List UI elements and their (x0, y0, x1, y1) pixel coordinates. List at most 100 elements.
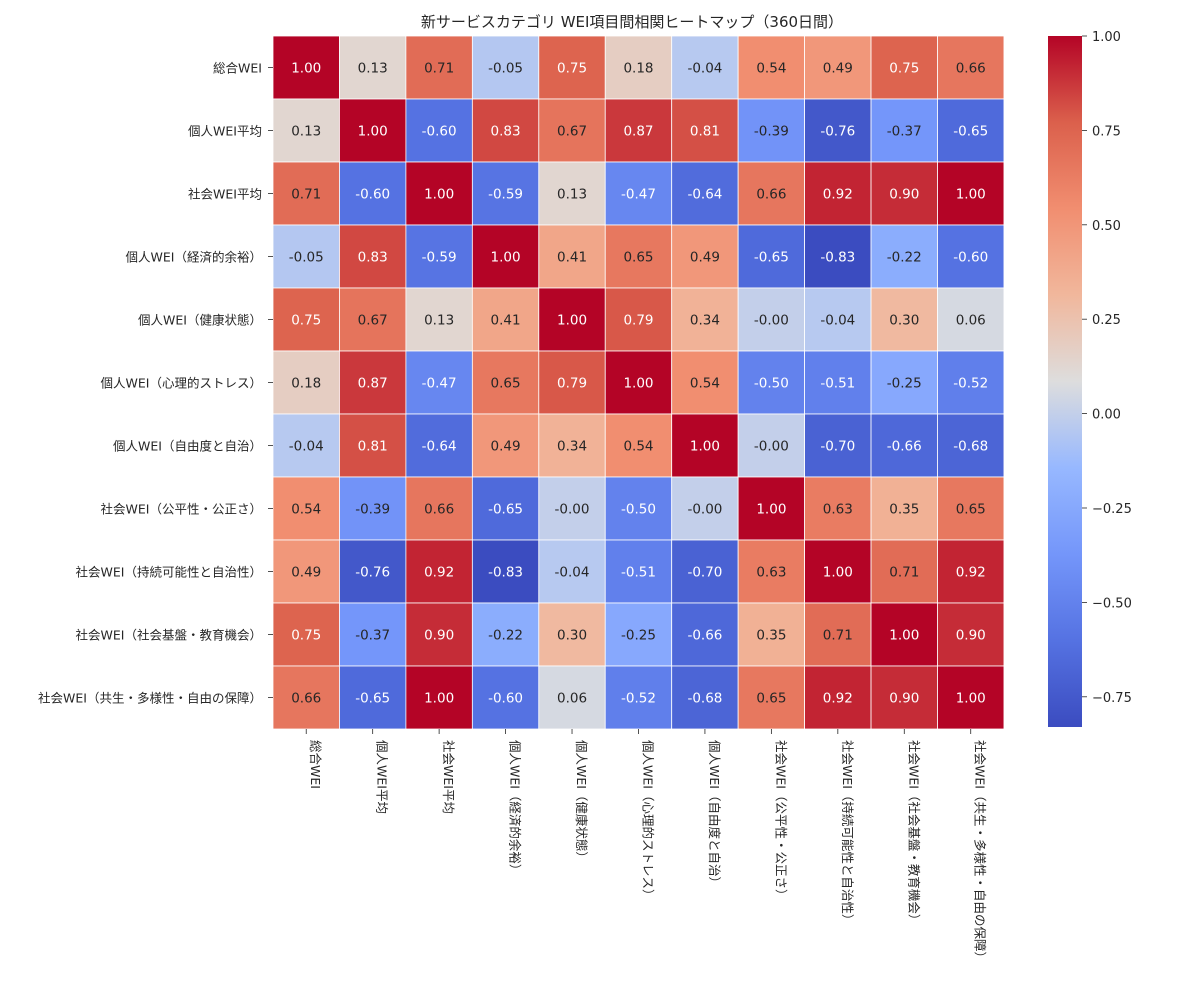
heatmap-cell (671, 98, 739, 163)
heatmap-annotations: 1.00 0.13 0.71 -0.05 0.75 0.18 -0.04 0.54 0.49 0.… (289, 61, 988, 707)
heatmap-cell (272, 287, 340, 352)
cell-value-label: 0.75 (291, 313, 321, 329)
x-tick-label: 個人WEI（心理的ストレス） (640, 740, 655, 901)
colorbar-tick-label: −0.50 (1092, 596, 1132, 611)
cell-value-label: 1.00 (424, 691, 454, 707)
heatmap-cell (604, 287, 673, 352)
y-tick-label: 総合WEI (213, 61, 262, 76)
cell-value-label: 1.00 (491, 250, 521, 266)
heatmap-cell (937, 161, 1005, 226)
colorbar-tick-label: 1.00 (1092, 30, 1121, 45)
cell-value-label: 0.13 (291, 124, 321, 140)
cell-value-label: -0.47 (422, 376, 457, 392)
cell-value-label: 0.13 (424, 313, 454, 329)
cell-value-label: 0.87 (358, 376, 388, 392)
heatmap-cell (737, 98, 806, 163)
heatmap-cell (272, 161, 340, 226)
cell-value-label: 1.00 (956, 691, 986, 707)
y-tick-label: 社会WEI（持続可能性と自治性） (76, 565, 262, 580)
colorbar-tick-label: −0.25 (1092, 502, 1132, 517)
cell-value-label: -0.65 (488, 502, 523, 518)
cell-value-label: -0.64 (687, 187, 722, 203)
cell-value-label: 0.13 (358, 61, 388, 77)
cell-value-label: -0.68 (687, 691, 722, 707)
colorbar-tick-label: 0.25 (1092, 313, 1121, 328)
cell-value-label: 0.06 (956, 313, 986, 329)
heatmap-cell (671, 413, 739, 478)
y-tick-label: 個人WEI（心理的ストレス） (101, 376, 262, 391)
cell-value-label: 0.90 (889, 187, 919, 203)
cell-value-label: -0.66 (887, 439, 922, 455)
cell-value-label: 0.49 (690, 250, 720, 266)
heatmap-cell (870, 413, 938, 478)
cell-value-label: -0.25 (621, 628, 656, 644)
cell-value-label: -0.04 (289, 439, 324, 455)
cell-value-label: -0.37 (355, 628, 390, 644)
cell-value-label: -0.00 (555, 502, 590, 518)
heatmap-cell (538, 476, 606, 541)
cell-value-label: 0.65 (491, 376, 521, 392)
cell-value-label: -0.65 (754, 250, 789, 266)
heatmap-cell (405, 98, 473, 163)
heatmap-cell (471, 539, 540, 604)
y-tick-label: 社会WEI（共生・多様性・自由の保障） (38, 691, 262, 706)
heatmap-cell (272, 35, 340, 100)
heatmap-cell (604, 539, 673, 604)
heatmap-cells (272, 35, 1005, 730)
colorbar-tick-label: 0.75 (1092, 124, 1121, 139)
heatmap-cell (937, 98, 1005, 163)
cell-value-label: 1.00 (424, 187, 454, 203)
heatmap-cell (538, 224, 606, 289)
heatmap-cell (937, 35, 1005, 100)
cell-value-label: 0.81 (690, 124, 720, 140)
heatmap-cell (272, 665, 340, 730)
x-tick-label: 個人WEI（自由度と自治） (707, 740, 722, 889)
colorbar-tick-label: 0.50 (1092, 219, 1121, 234)
cell-value-label: 0.90 (956, 628, 986, 644)
cell-value-label: -0.39 (355, 502, 390, 518)
heatmap-cell (272, 539, 340, 604)
cell-value-label: 0.71 (291, 187, 321, 203)
cell-value-label: 0.63 (823, 502, 853, 518)
heatmap-cell (405, 539, 473, 604)
y-tick-label: 個人WEI（健康状態） (138, 313, 262, 328)
cell-value-label: 0.41 (491, 313, 521, 329)
x-tick-label: 総合WEI (308, 740, 323, 789)
y-tick-label: 社会WEI平均 (188, 187, 262, 202)
cell-value-label: 0.75 (291, 628, 321, 644)
heatmap-cell (538, 602, 606, 667)
x-tick-label: 個人WEI平均 (375, 740, 390, 814)
cell-value-label: 0.71 (889, 565, 919, 581)
cell-value-label: 0.83 (358, 250, 388, 266)
cell-value-label: 0.49 (291, 565, 321, 581)
heatmap-cell (604, 413, 673, 478)
heatmap-cell (937, 665, 1005, 730)
cell-value-label: 0.34 (690, 313, 720, 329)
heatmap-cell (272, 350, 340, 415)
cell-value-label: 0.87 (623, 124, 653, 140)
heatmap-cell (339, 35, 407, 100)
heatmap-cell (405, 35, 473, 100)
cell-value-label: 1.00 (291, 61, 321, 77)
heatmap-cell (937, 413, 1005, 478)
cell-value-label: -0.76 (820, 124, 855, 140)
heatmap-cell (804, 98, 872, 163)
heatmap-cell (538, 98, 606, 163)
cell-value-label: 1.00 (956, 187, 986, 203)
heatmap-cell (405, 602, 473, 667)
cell-value-label: 0.34 (557, 439, 587, 455)
colorbar: 1.00 0.75 0.50 0.25 0.00 −0.25 −0.50 −0.75 (1048, 30, 1132, 727)
cell-value-label: 0.65 (756, 691, 786, 707)
heatmap-cell (604, 665, 673, 730)
heatmap-cell (937, 602, 1005, 667)
y-tick-label: 個人WEI（自由度と自治） (113, 439, 262, 454)
cell-value-label: -0.60 (422, 124, 457, 140)
cell-value-label: 1.00 (823, 565, 853, 581)
cell-value-label: 0.71 (424, 61, 454, 77)
column-labels: 総合WEI 個人WEI平均 社会WEI平均 個人WEI（経済的余裕） 個人WEI（健康状… (305, 729, 988, 964)
heatmap-cell (737, 539, 806, 604)
cell-value-label: 0.65 (956, 502, 986, 518)
y-tick-label: 社会WEI（社会基盤・教育機会） (76, 628, 262, 643)
cell-value-label: 0.67 (557, 124, 587, 140)
heatmap-cell (804, 602, 872, 667)
